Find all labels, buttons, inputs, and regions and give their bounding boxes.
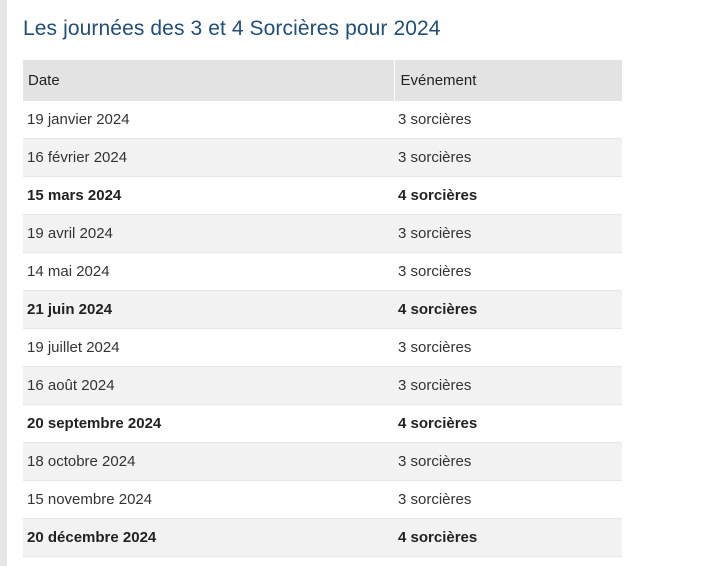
table-row: 21 juin 2024 4 sorcières (23, 290, 622, 329)
table-row: 16 février 2024 3 sorcières (23, 138, 622, 177)
column-header-event: Evénement (394, 60, 622, 101)
event-cell: 3 sorcières (394, 442, 622, 481)
date-cell: 21 juin 2024 (23, 290, 394, 329)
event-cell: 3 sorcières (394, 328, 622, 367)
page-title: Les journées des 3 et 4 Sorcières pour 2… (23, 17, 441, 40)
table-row: 19 janvier 2024 3 sorcières (23, 101, 622, 139)
table-row: 19 avril 2024 3 sorcières (23, 214, 622, 253)
table-row: 20 décembre 2024 4 sorcières (23, 518, 622, 557)
date-cell: 16 août 2024 (23, 366, 394, 405)
table-row: 16 août 2024 3 sorcières (23, 366, 622, 405)
table-header: Date Evénement (23, 60, 622, 101)
date-cell: 19 janvier 2024 (23, 101, 394, 139)
table-row: 20 septembre 2024 4 sorcières (23, 404, 622, 443)
date-cell: 15 mars 2024 (23, 176, 394, 215)
column-header-date: Date (23, 60, 395, 101)
table-body: 19 janvier 2024 3 sorcières 16 février 202… (23, 101, 622, 557)
table-header-row: Date Evénement (23, 60, 622, 101)
date-cell: 20 septembre 2024 (23, 404, 394, 443)
event-cell: 4 sorcières (394, 404, 622, 443)
date-cell: 20 décembre 2024 (23, 518, 394, 557)
witching-days-table: Date Evénement 19 janvier 2024 3 sorcière… (23, 60, 622, 557)
event-cell: 3 sorcières (394, 366, 622, 405)
event-cell: 3 sorcières (394, 214, 622, 253)
event-cell: 3 sorcières (394, 252, 622, 291)
page-left-border (0, 0, 7, 566)
table-row: 14 mai 2024 3 sorcières (23, 252, 622, 291)
event-cell: 4 sorcières (394, 290, 622, 329)
date-cell: 14 mai 2024 (23, 252, 394, 291)
date-cell: 19 juillet 2024 (23, 328, 394, 367)
date-cell: 18 octobre 2024 (23, 442, 394, 481)
event-cell: 4 sorcières (394, 176, 622, 215)
event-cell: 4 sorcières (394, 518, 622, 557)
event-cell: 3 sorcières (394, 101, 622, 139)
date-cell: 19 avril 2024 (23, 214, 394, 253)
table-row: 18 octobre 2024 3 sorcières (23, 442, 622, 481)
date-cell: 16 février 2024 (23, 138, 394, 177)
event-cell: 3 sorcières (394, 480, 622, 519)
article-content: Les journées des 3 et 4 Sorcières pour 2… (23, 14, 441, 44)
table-row: 15 novembre 2024 3 sorcières (23, 480, 622, 519)
table-row: 15 mars 2024 4 sorcières (23, 176, 622, 215)
date-cell: 15 novembre 2024 (23, 480, 394, 519)
table-row: 19 juillet 2024 3 sorcières (23, 328, 622, 367)
event-cell: 3 sorcières (394, 138, 622, 177)
